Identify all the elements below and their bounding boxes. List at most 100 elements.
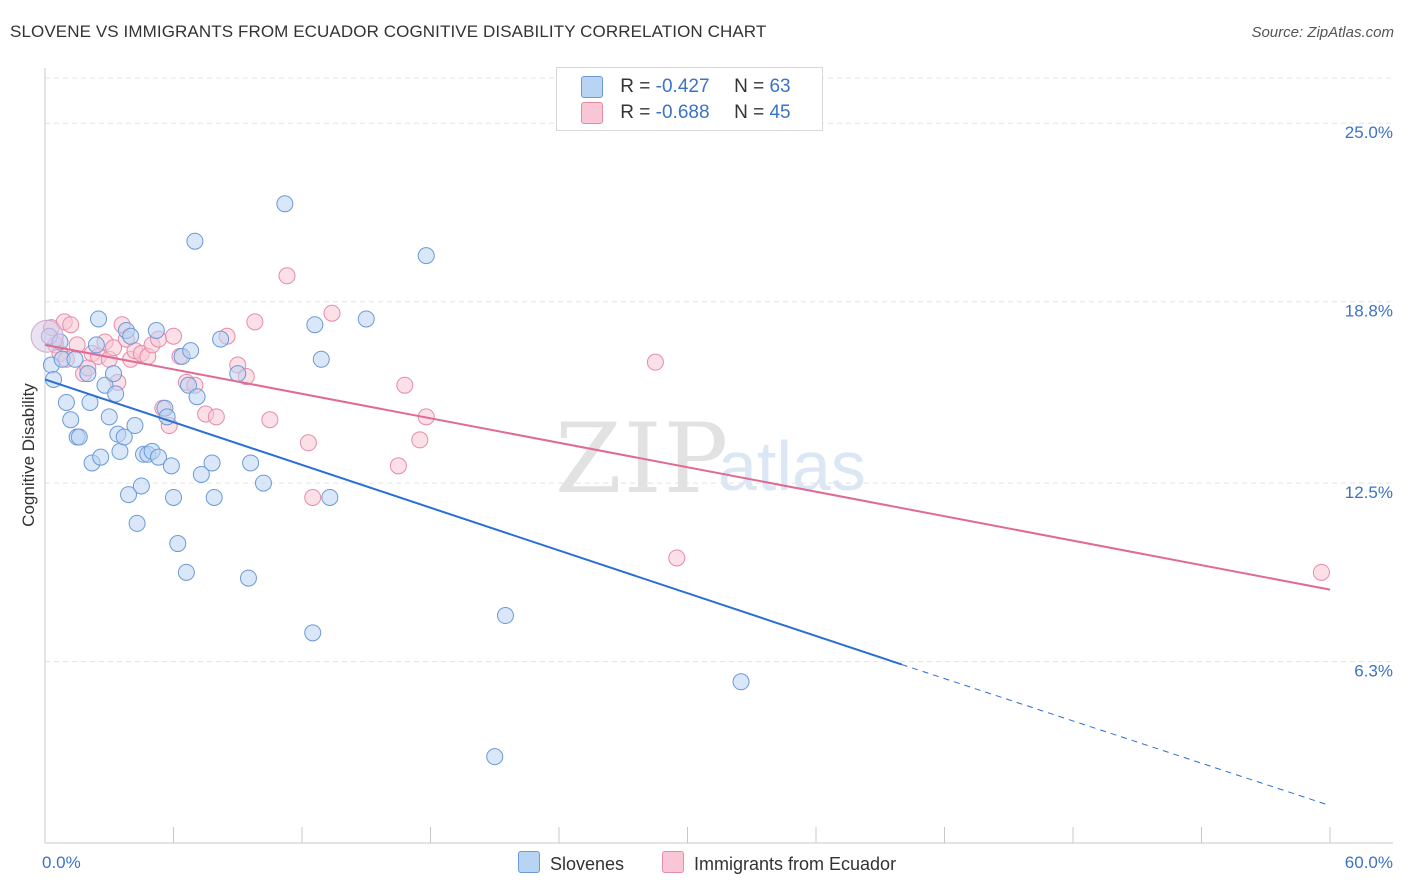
slovene-point bbox=[105, 365, 123, 383]
slovene-point bbox=[205, 488, 223, 506]
legend-row-slovenes: R = -0.427 N = 63 bbox=[581, 76, 791, 100]
slovene-point bbox=[165, 488, 182, 506]
immigrants-point bbox=[165, 327, 182, 345]
n-value: 63 bbox=[769, 76, 791, 98]
immigrants-point bbox=[668, 549, 686, 567]
immigrants-point bbox=[207, 408, 225, 426]
tick-labels: 6.3% 12.5% 18.8% 25.0% 0.0% 60.0% bbox=[42, 123, 1393, 872]
slovene-point bbox=[100, 408, 118, 426]
r-label: R = bbox=[620, 76, 656, 98]
slovene-point bbox=[150, 448, 168, 466]
legend-row-immigrants: R = -0.688 N = 45 bbox=[581, 102, 791, 126]
bottom-legend-slovenes: Slovenes bbox=[518, 851, 624, 875]
immigrants-trend-line bbox=[44, 343, 1331, 591]
slovene-point bbox=[66, 350, 84, 368]
n-label: N = bbox=[734, 102, 770, 124]
slovenes-legend-swatch bbox=[518, 851, 540, 873]
slovene-point bbox=[115, 428, 133, 446]
slovene-point bbox=[182, 342, 200, 360]
slovenes-swatch bbox=[581, 76, 603, 98]
slovene-point bbox=[242, 454, 260, 472]
slovene-point bbox=[212, 330, 230, 348]
slovene-point bbox=[79, 365, 97, 383]
slovene-point bbox=[90, 310, 108, 328]
cluster-bubble bbox=[30, 319, 64, 353]
slovene-point bbox=[179, 376, 197, 394]
slovene-point bbox=[57, 393, 75, 411]
immigrants-swatch bbox=[581, 102, 603, 124]
slovene-point bbox=[107, 385, 125, 403]
slovene-point bbox=[177, 563, 195, 581]
slovene-point bbox=[70, 428, 88, 446]
slovene-point bbox=[122, 327, 140, 345]
slovene-point bbox=[186, 232, 204, 250]
slovene-point bbox=[132, 477, 150, 495]
slovene-point bbox=[120, 486, 138, 504]
slovene-point bbox=[254, 474, 272, 492]
immigrants-point bbox=[261, 411, 279, 429]
slovene-point bbox=[162, 457, 180, 475]
slovene-point bbox=[357, 310, 375, 328]
slovenes-trend-line bbox=[44, 378, 902, 666]
slovene-point bbox=[732, 673, 750, 691]
y-axis-label: Cognitive Disability bbox=[19, 383, 38, 527]
slovenes-points bbox=[30, 195, 750, 766]
slovene-point bbox=[128, 514, 146, 532]
slovene-point bbox=[312, 350, 330, 368]
source-credit: Source: ZipAtlas.com bbox=[1251, 24, 1394, 41]
r-value: -0.688 bbox=[655, 102, 710, 124]
immigrants-legend-swatch bbox=[662, 851, 684, 873]
immigrants-point bbox=[646, 353, 664, 371]
immigrants-point bbox=[105, 339, 123, 357]
trend-lines bbox=[44, 343, 1331, 807]
watermark-atlas: atlas bbox=[718, 427, 866, 505]
slovene-point bbox=[147, 321, 165, 339]
y-tick-label: 12.5% bbox=[1345, 483, 1393, 502]
slovene-point bbox=[229, 365, 247, 383]
immigrants-point bbox=[389, 457, 407, 475]
slovene-point bbox=[126, 417, 144, 435]
slovenes-trend-extension bbox=[901, 664, 1331, 807]
r-value: -0.427 bbox=[655, 76, 710, 98]
correlation-legend: R = -0.427 N = 63 R = -0.688 N = 45 bbox=[556, 67, 823, 131]
immigrants-legend-label: Immigrants from Ecuador bbox=[694, 854, 897, 874]
immigrants-point bbox=[246, 313, 264, 331]
immigrants-point bbox=[62, 316, 80, 334]
r-label: R = bbox=[620, 102, 656, 124]
immigrants-point bbox=[299, 434, 317, 452]
y-tick-label: 18.8% bbox=[1345, 302, 1393, 321]
y-tick-label: 6.3% bbox=[1354, 662, 1393, 681]
chart-title: SLOVENE VS IMMIGRANTS FROM ECUADOR COGNI… bbox=[10, 22, 767, 41]
bottom-legend-immigrants: Immigrants from Ecuador bbox=[662, 851, 896, 875]
slovene-point bbox=[188, 388, 206, 406]
slovene-point bbox=[304, 624, 322, 642]
slovene-point bbox=[62, 411, 80, 429]
x-tick-label-max: 60.0% bbox=[1345, 853, 1393, 872]
y-tick-label: 25.0% bbox=[1345, 123, 1393, 142]
immigrants-point bbox=[323, 304, 341, 322]
axes bbox=[44, 68, 1393, 844]
slovene-point bbox=[169, 535, 187, 553]
immigrants-point bbox=[396, 376, 414, 394]
slovene-point bbox=[239, 569, 257, 587]
slovene-point bbox=[111, 442, 129, 460]
slovene-point bbox=[203, 454, 221, 472]
slovene-point bbox=[87, 336, 105, 354]
x-tick-label-min: 0.0% bbox=[42, 853, 81, 872]
slovene-point bbox=[276, 195, 294, 213]
slovene-point bbox=[496, 607, 514, 625]
slovene-point bbox=[321, 488, 339, 506]
slovene-point bbox=[306, 316, 324, 334]
slovene-point bbox=[486, 748, 504, 766]
immigrants-point bbox=[304, 488, 322, 506]
immigrants-point bbox=[1312, 563, 1330, 581]
n-label: N = bbox=[734, 76, 770, 98]
slovene-point bbox=[192, 465, 210, 483]
n-value: 45 bbox=[769, 102, 791, 124]
slovene-point bbox=[92, 448, 110, 466]
slovene-point bbox=[417, 247, 435, 265]
slovenes-legend-label: Slovenes bbox=[550, 854, 625, 874]
immigrants-point bbox=[278, 267, 296, 285]
immigrants-point bbox=[411, 431, 429, 449]
